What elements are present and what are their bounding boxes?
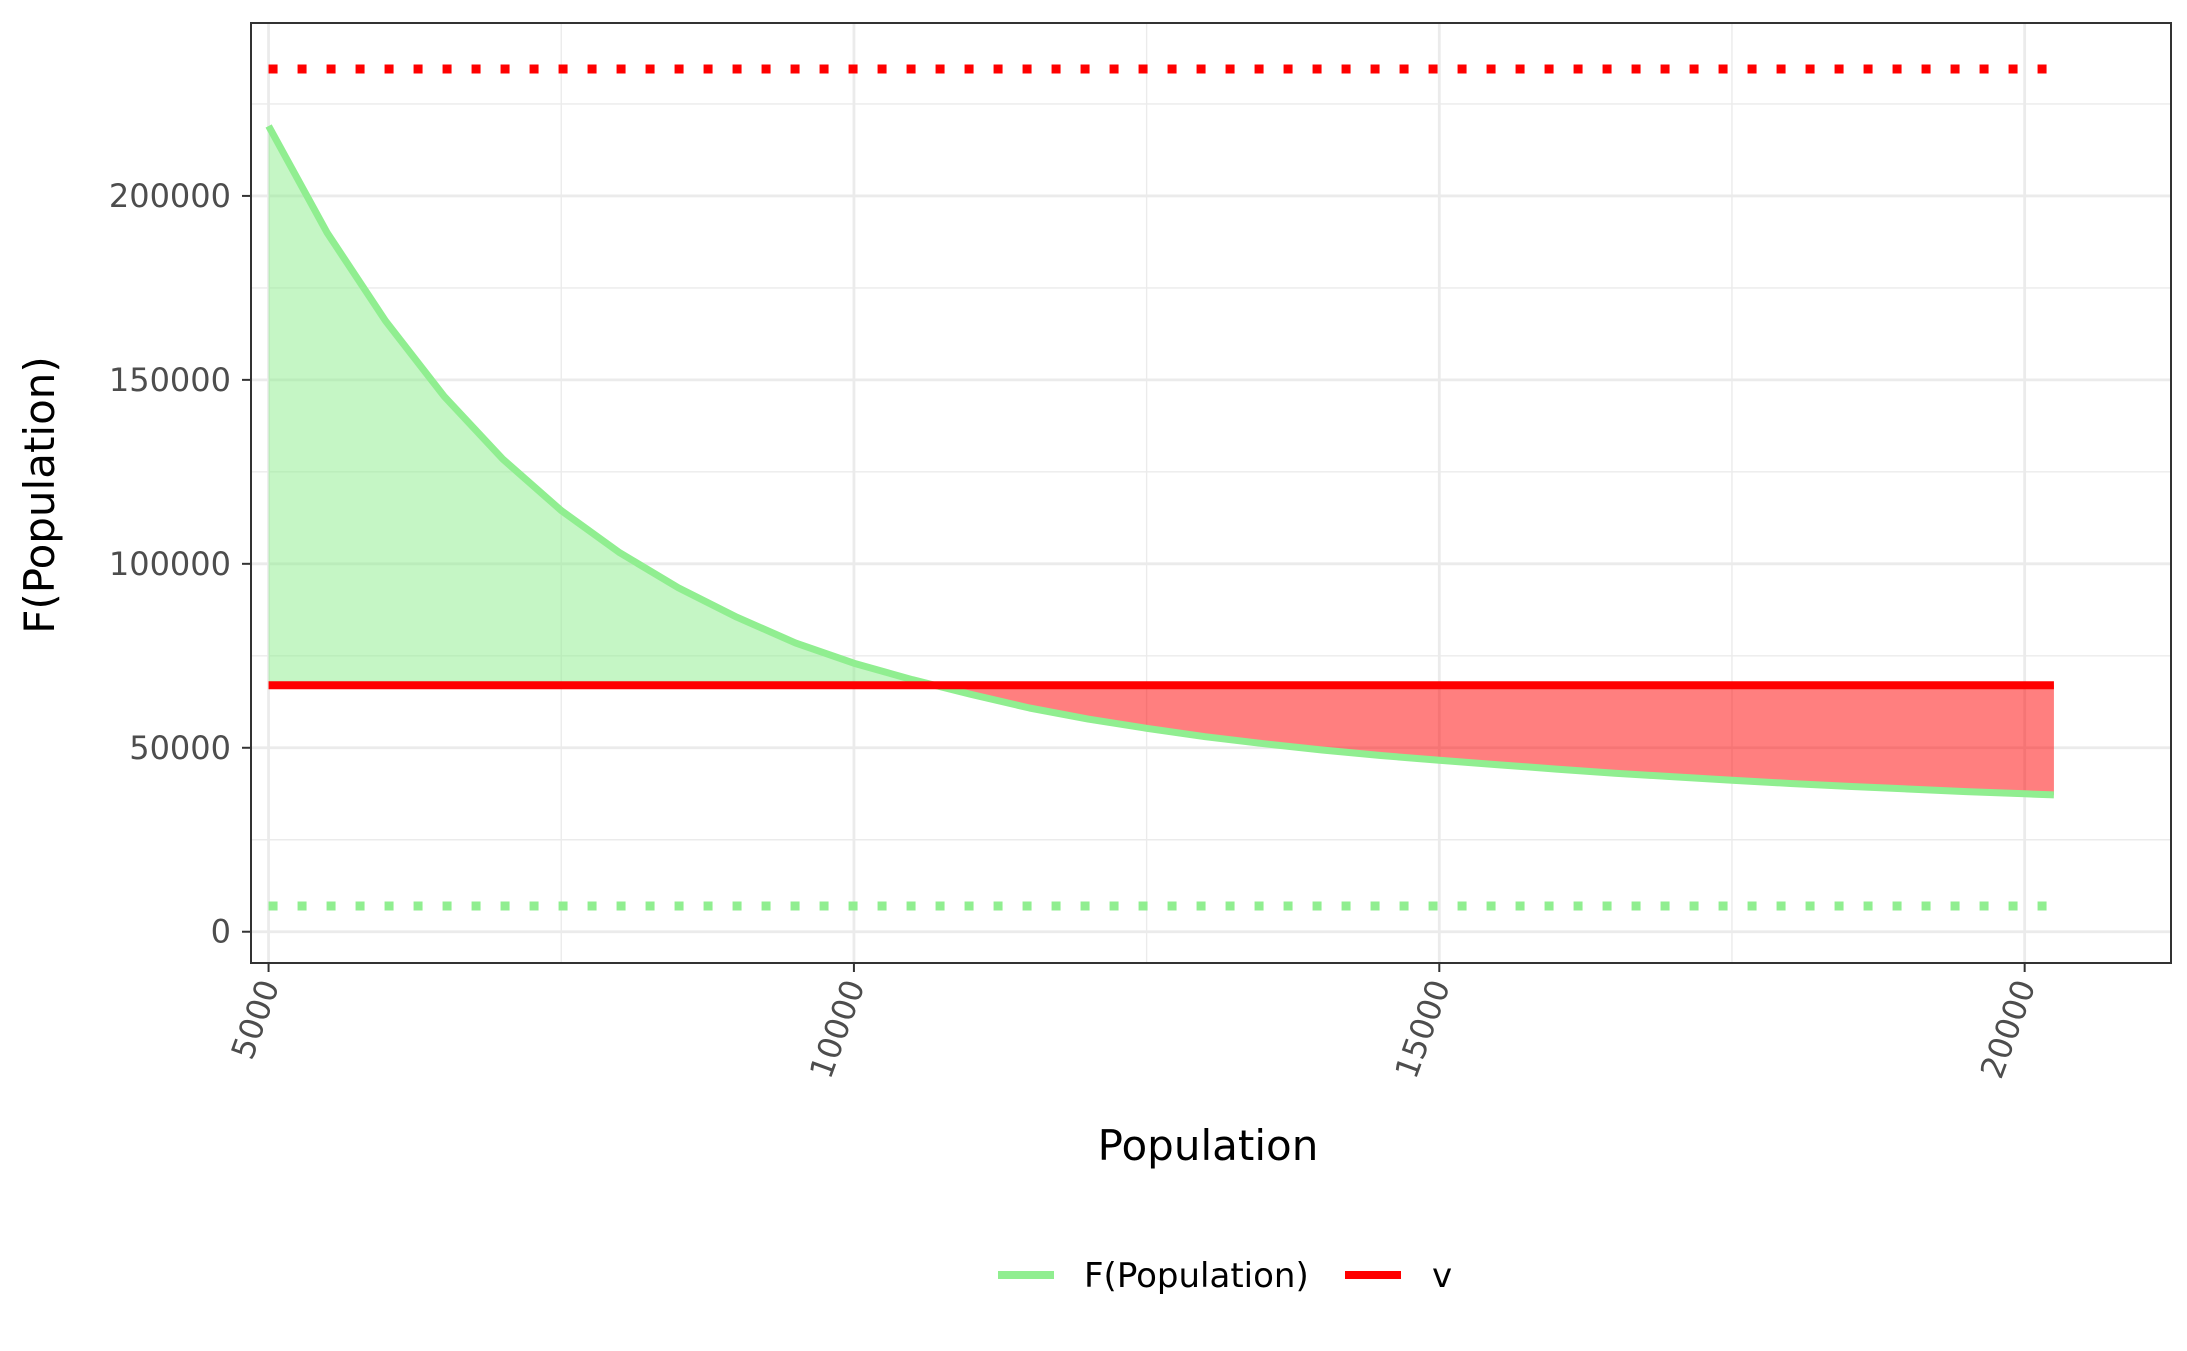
y-tick-label: 200000 — [109, 177, 231, 215]
x-tick-label: 20000 — [1973, 975, 2044, 1084]
grid-layer — [251, 23, 2171, 963]
series-line-f-population — [265, 124, 2055, 799]
legend-label-v: v — [1432, 1256, 1452, 1296]
y-tick-label: 50000 — [129, 729, 231, 767]
x-axis-title: Population — [1098, 1121, 1319, 1170]
legend: F(Population) v — [998, 1256, 1452, 1296]
y-tick-label: 0 — [211, 913, 231, 951]
x-tick-label: 5000 — [224, 975, 288, 1065]
y-axis-title: F(Population) — [15, 356, 64, 634]
panel-background — [251, 23, 2171, 963]
legend-label-f-population: F(Population) — [1084, 1256, 1309, 1296]
area-below-v — [934, 685, 2054, 795]
x-tick-label: 15000 — [1387, 975, 1458, 1084]
y-tick-label: 150000 — [109, 361, 231, 399]
y-tick-label: 100000 — [109, 545, 231, 583]
panel-border — [250, 22, 2172, 964]
line-layer — [265, 64, 2055, 911]
fill-layer — [268, 126, 2054, 795]
area-above-v — [268, 126, 935, 686]
x-tick-label: 10000 — [802, 975, 873, 1084]
